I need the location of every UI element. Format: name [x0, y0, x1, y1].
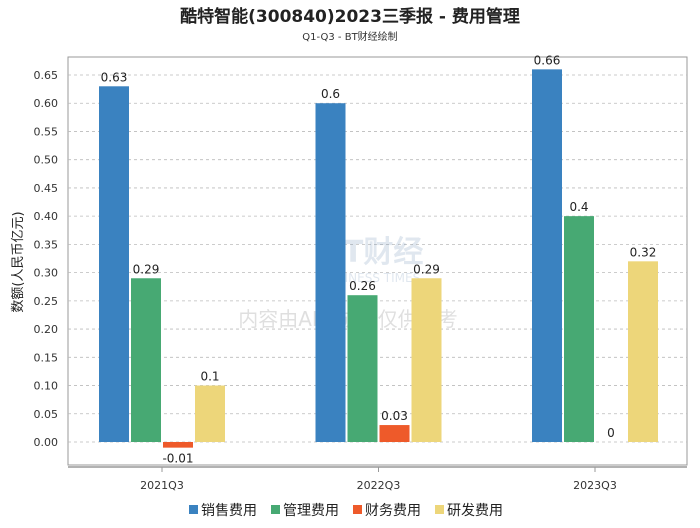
legend-label: 销售费用 [201, 503, 257, 519]
y-tick-label: 0.55 [34, 125, 59, 138]
bar-2022Q3-管理费用 [347, 295, 378, 442]
y-tick-label: 0.40 [34, 210, 59, 223]
y-tick-label: 0.60 [34, 97, 59, 110]
x-tick-label: 2022Q3 [357, 479, 401, 492]
bar-2021Q3-销售费用 [99, 86, 129, 443]
y-axis-label: 数额(人民币亿元) [11, 211, 26, 312]
data-label: 0.03 [381, 409, 408, 423]
legend-swatch [189, 505, 198, 514]
data-label: 0.29 [413, 262, 440, 276]
legend-swatch [271, 505, 280, 514]
legend-label: 管理费用 [283, 503, 339, 519]
y-tick-label: 0.25 [34, 295, 59, 308]
legend-swatch [353, 505, 362, 514]
data-label: 0.29 [133, 262, 160, 276]
data-label: 0.26 [349, 279, 376, 293]
chart-title: 酷特智能(300840)2023三季报 - 费用管理 [180, 6, 520, 27]
bar-2023Q3-研发费用 [628, 261, 658, 442]
y-tick-label: 0.20 [34, 323, 59, 336]
data-label: 0.63 [101, 70, 128, 84]
plot-area [67, 56, 688, 466]
y-tick-label: 0.15 [34, 351, 59, 364]
bar-2022Q3-销售费用 [315, 103, 346, 442]
bar-2023Q3-销售费用 [532, 69, 562, 442]
y-tick-label: 0.30 [34, 267, 59, 280]
data-label: 0.1 [200, 370, 219, 384]
x-tick-label: 2021Q3 [140, 479, 184, 492]
legend-swatch [435, 505, 444, 514]
bar-2022Q3-研发费用 [411, 278, 442, 442]
y-tick-label: 0.10 [34, 380, 59, 393]
y-tick-label: 0.65 [34, 69, 59, 82]
y-tick-label: 0.45 [34, 182, 59, 195]
data-label: 0.4 [569, 200, 588, 214]
legend-label: 研发费用 [447, 503, 503, 519]
data-label: 0.66 [534, 53, 561, 67]
bar-2022Q3-财务费用 [379, 425, 410, 442]
data-label: 0.32 [630, 245, 657, 259]
bar-2021Q3-财务费用 [163, 442, 193, 448]
legend-label: 财务费用 [365, 503, 421, 519]
y-tick-label: 0.05 [34, 408, 59, 421]
bar-2021Q3-研发费用 [195, 385, 225, 442]
y-tick-label: 0.00 [34, 436, 59, 449]
data-label: 0 [607, 426, 615, 440]
y-tick-label: 0.50 [34, 154, 59, 167]
x-tick-label: 2023Q3 [573, 479, 617, 492]
data-label: 0.6 [321, 87, 340, 101]
data-label: -0.01 [162, 452, 193, 466]
y-tick-label: 0.35 [34, 238, 59, 251]
chart-subtitle: Q1-Q3 - BT财经绘制 [302, 30, 397, 43]
bar-2023Q3-管理费用 [564, 216, 594, 442]
bar-2021Q3-管理费用 [131, 278, 161, 442]
